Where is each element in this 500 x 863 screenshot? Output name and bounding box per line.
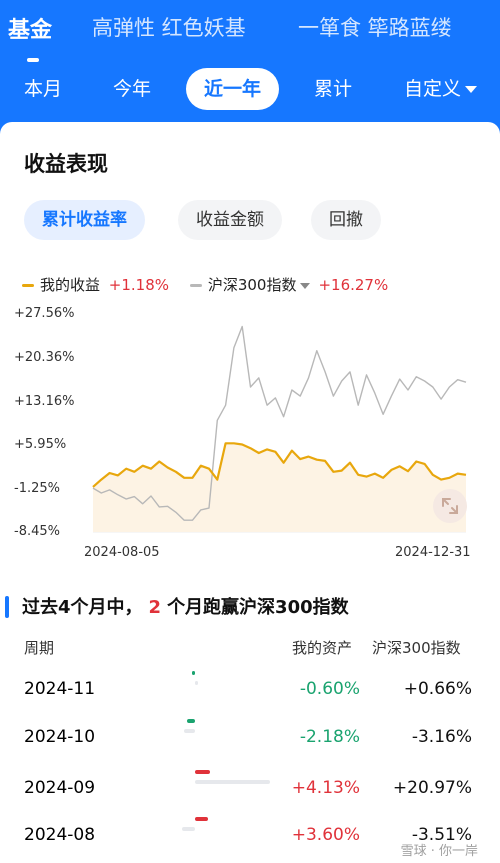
- table-header-benchmark: 沪深300指数: [372, 639, 461, 657]
- section-accent-bar: [5, 596, 9, 618]
- row-period: 2024-11: [24, 679, 96, 699]
- top-tabs: 基金 高弹性 红色妖基 一箪食 筚路蓝缕: [0, 12, 500, 62]
- row-benchmark-bar: [195, 681, 198, 685]
- series-line-mine: [92, 442, 467, 488]
- legend-swatch-benchmark: [189, 284, 202, 287]
- returns-card: 收益表现 累计收益率 收益金额 回撤 我的收益 +1.18% 沪深300指数 +1…: [0, 122, 500, 863]
- period-tab-custom-label: 自定义: [404, 78, 462, 100]
- summary-suffix: 个月跑赢沪深300指数: [167, 597, 349, 618]
- period-tab-one-year[interactable]: 近一年: [186, 68, 280, 110]
- legend-mine-value: +1.18%: [108, 276, 170, 294]
- x-axis-end-label: 2024-12-31: [395, 545, 471, 560]
- metric-tab-return-amount[interactable]: 收益金额: [178, 200, 282, 240]
- row-benchmark-bar: [195, 780, 271, 784]
- period-tab-ytd[interactable]: 今年: [113, 78, 152, 100]
- row-mine-bar: [195, 770, 210, 774]
- summary-count: 2: [148, 597, 162, 618]
- summary-text: 过去4个月中， 2 个月跑赢沪深300指数: [22, 593, 349, 619]
- row-mine-return: +3.60%: [291, 825, 360, 845]
- returns-chart[interactable]: [0, 302, 500, 562]
- row-period: 2024-10: [24, 727, 96, 747]
- y-tick-label: +27.56%: [14, 306, 75, 321]
- period-tabs: 本月 今年 近一年 累计 自定义: [0, 68, 500, 110]
- row-benchmark-return: +0.66%: [403, 679, 472, 699]
- row-mine-return: -2.18%: [299, 727, 360, 747]
- y-tick-label: +13.16%: [14, 394, 75, 409]
- y-tick-label: +5.95%: [14, 437, 67, 452]
- metric-tab-drawdown[interactable]: 回撤: [311, 200, 381, 240]
- expand-chart-button[interactable]: [433, 489, 467, 523]
- series-area-mine: [93, 443, 466, 532]
- tab-portfolio-high-beta[interactable]: 高弹性 红色妖基: [92, 16, 246, 40]
- section-title: 收益表现: [24, 152, 108, 176]
- header: 基金 高弹性 红色妖基 一箪食 筚路蓝缕 本月 今年 近一年 累计 自定义: [0, 0, 500, 122]
- y-tick-label: -8.45%: [14, 524, 60, 539]
- legend-mine-label: 我的收益: [40, 276, 101, 294]
- expand-icon: [442, 498, 458, 514]
- series-line-benchmark: [92, 325, 467, 521]
- tab-portfolio-yidanshi[interactable]: 一箪食 筚路蓝缕: [298, 16, 452, 40]
- tab-fund[interactable]: 基金: [8, 18, 53, 43]
- legend-benchmark-value: +16.27%: [318, 276, 389, 294]
- row-mine-bar: [192, 671, 195, 675]
- row-mine-bar: [195, 817, 208, 821]
- row-benchmark-return: -3.51%: [411, 825, 472, 845]
- row-mine-return: -0.60%: [299, 679, 360, 699]
- table-header-mine: 我的资产: [292, 639, 353, 657]
- table-header-period: 周期: [24, 639, 55, 657]
- row-period: 2024-08: [24, 825, 96, 845]
- legend-benchmark-label[interactable]: 沪深300指数: [207, 276, 297, 294]
- row-mine-return: +4.13%: [291, 778, 360, 798]
- row-mine-bar: [187, 719, 195, 723]
- active-tab-indicator: [27, 58, 39, 62]
- period-tab-custom[interactable]: 自定义: [404, 68, 478, 110]
- row-benchmark-bar: [183, 729, 195, 733]
- row-period: 2024-09: [24, 778, 96, 798]
- y-tick-label: +20.36%: [14, 350, 75, 365]
- legend-swatch-mine: [22, 284, 34, 287]
- chart-legend: 我的收益 +1.18% 沪深300指数 +16.27%: [22, 274, 388, 295]
- row-benchmark-return: +20.97%: [392, 778, 472, 798]
- metric-tab-cumulative-return[interactable]: 累计收益率: [24, 200, 145, 240]
- row-benchmark-return: -3.16%: [411, 727, 472, 747]
- row-benchmark-bar: [182, 827, 195, 831]
- y-tick-label: -1.25%: [14, 481, 60, 496]
- chevron-down-icon: [465, 86, 478, 93]
- summary-prefix: 过去4个月中，: [22, 597, 143, 618]
- dropdown-triangle-icon[interactable]: [300, 282, 311, 289]
- period-tab-month[interactable]: 本月: [24, 78, 63, 100]
- watermark: 雪球 · 你一岸: [400, 844, 478, 859]
- x-axis-start-label: 2024-08-05: [84, 545, 160, 560]
- period-tab-cumulative[interactable]: 累计: [314, 78, 353, 100]
